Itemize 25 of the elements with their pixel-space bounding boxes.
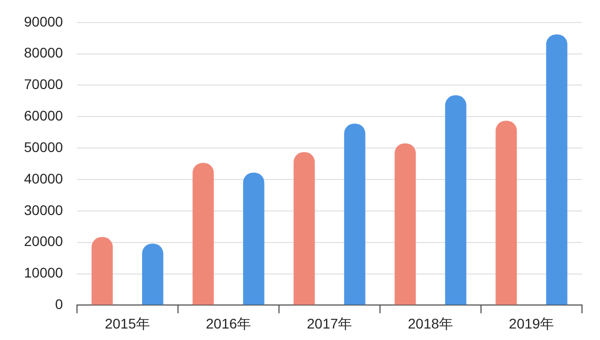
- y-tick-label: 40000: [24, 170, 64, 186]
- bar: [92, 237, 113, 305]
- bar: [142, 244, 164, 305]
- x-tick-label: 2019年: [508, 315, 554, 332]
- x-tick-label: 2015年: [104, 315, 150, 332]
- bar: [394, 143, 416, 305]
- y-tick-label: 60000: [24, 108, 64, 124]
- bar: [192, 162, 214, 305]
- x-tick-label: 2016年: [206, 315, 252, 332]
- bar: [445, 95, 466, 305]
- y-tick-label: 80000: [24, 44, 64, 61]
- y-tick-label: 70000: [24, 76, 64, 92]
- y-tick-label: 10000: [24, 264, 64, 281]
- y-tick-label: 0: [55, 296, 64, 312]
- bar: [344, 124, 366, 305]
- bar: [243, 172, 264, 305]
- y-tick-label: 30000: [24, 202, 64, 218]
- bar: [496, 120, 517, 305]
- x-tick-label: 2017年: [306, 315, 352, 332]
- x-tick-label: 2018年: [408, 315, 454, 332]
- y-tick-label: 90000: [24, 13, 64, 30]
- bar: [294, 152, 315, 305]
- bar: [546, 34, 568, 305]
- y-tick-label: 20000: [24, 233, 64, 250]
- y-tick-label: 50000: [24, 138, 64, 155]
